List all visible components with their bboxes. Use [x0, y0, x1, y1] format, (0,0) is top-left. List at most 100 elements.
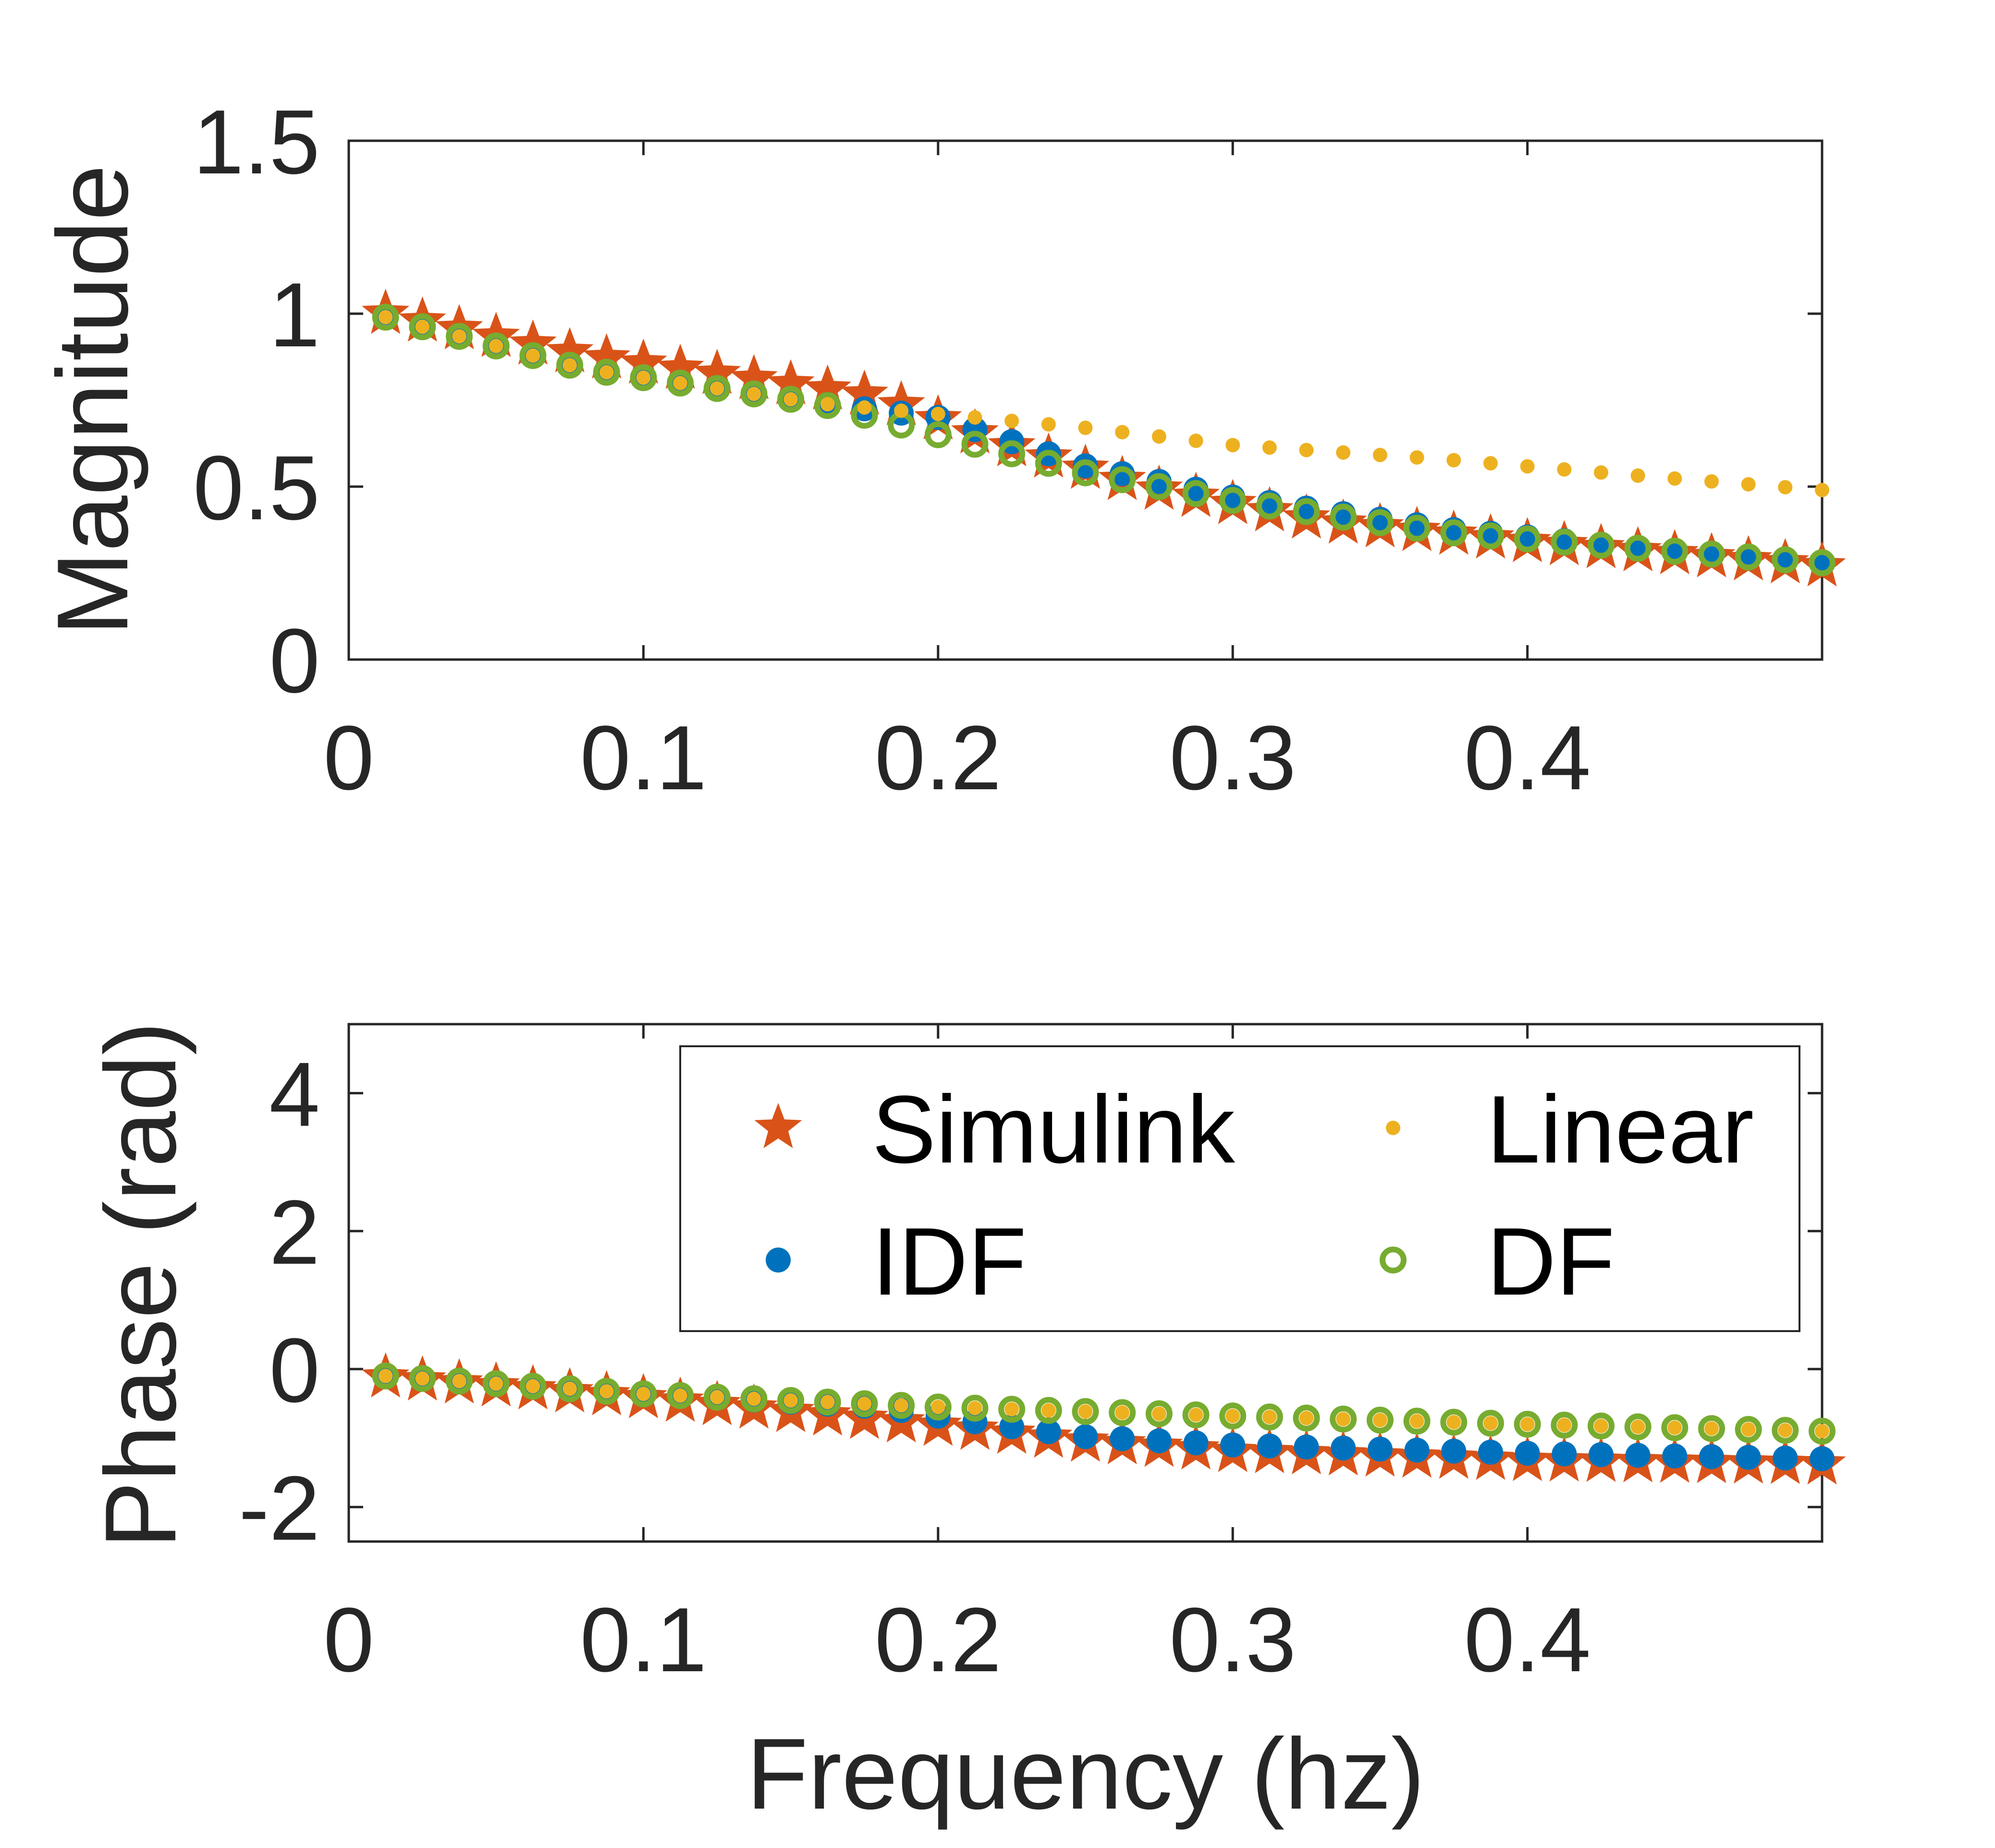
phase-idf-point: [1404, 1437, 1430, 1463]
magnitude-df-point: [1698, 540, 1725, 568]
legend-label-idf: IDF: [872, 1208, 1027, 1315]
phase-linear-point: [1815, 1424, 1829, 1439]
phase-df-point: [924, 1393, 952, 1420]
phase-linear-point: [673, 1388, 688, 1403]
phase-idf-point: [1110, 1426, 1135, 1452]
magnitude-linear-point: [526, 348, 540, 363]
phase-df-point: [740, 1385, 768, 1412]
phase-linear-point: [1299, 1410, 1314, 1425]
magnitude-linear-point: [489, 339, 503, 354]
magnitude-linear-point: [967, 410, 982, 425]
magnitude-linear-point: [1815, 483, 1829, 498]
phase-linear-point: [747, 1391, 761, 1406]
phase-idf-point: [1183, 1430, 1209, 1456]
magnitude-y-tick-label: 0.5: [193, 437, 320, 539]
legend: Simulink Linear IDF DF: [679, 1045, 1800, 1332]
magnitude-ticks: 0 0.1 0.2 0.3 0.4 0 0.5 1 1.5: [193, 91, 1822, 809]
magnitude-linear-point: [820, 397, 835, 412]
phase-x-tick-label: 0: [323, 1589, 374, 1691]
magnitude-linear-point: [1483, 456, 1498, 471]
magnitude-simulink-point: [619, 338, 667, 384]
phase-linear-point: [526, 1379, 540, 1394]
magnitude-df-point: [1551, 528, 1578, 556]
phase-linear-point: [1483, 1416, 1498, 1431]
magnitude-df-point: [482, 332, 510, 360]
magnitude-linear-point: [1262, 440, 1277, 455]
phase-df-point: [1624, 1413, 1652, 1441]
phase-df-point: [888, 1392, 915, 1419]
phase-df-point: [1330, 1406, 1357, 1433]
phase-idf-point: [1662, 1443, 1688, 1469]
phase-x-tick-label: 0.4: [1464, 1589, 1591, 1691]
magnitude-linear-point: [378, 310, 393, 325]
magnitude-df-point: [667, 369, 694, 397]
phase-linear-point: [1078, 1404, 1093, 1419]
magnitude-y-axis-label: Magnitude: [36, 165, 149, 636]
magnitude-series: [362, 289, 1846, 587]
phase-linear-point: [1041, 1403, 1056, 1418]
magnitude-df-point: [1809, 549, 1836, 576]
phase-linear-point: [1630, 1420, 1645, 1434]
magnitude-linear-point: [1225, 438, 1240, 453]
magnitude-linear-point: [452, 329, 467, 344]
phase-df-point: [1809, 1418, 1836, 1445]
phase-linear-point: [1520, 1417, 1535, 1432]
phase-x-tick-label: 0.1: [580, 1589, 707, 1691]
phase-x-tick-label: 0.2: [875, 1589, 1002, 1691]
phase-idf-point: [1810, 1446, 1835, 1471]
phase-idf-point: [1146, 1428, 1172, 1454]
magnitude-df-point: [409, 313, 436, 341]
phase-df-point: [630, 1380, 657, 1407]
magnitude-simulink-point: [841, 369, 888, 415]
magnitude-df-point: [1330, 503, 1357, 531]
magnitude-df-point: [1772, 546, 1799, 574]
magnitude-df-point: [1072, 459, 1099, 487]
magnitude-linear-point: [1336, 445, 1351, 460]
phase-series-linear: [378, 1369, 1829, 1439]
phase-linear-point: [710, 1390, 724, 1405]
phase-df-point: [593, 1378, 620, 1405]
phase-df-point: [961, 1395, 989, 1422]
phase-linear-point: [636, 1386, 651, 1401]
magnitude-df-point: [1256, 492, 1283, 520]
magnitude-simulink-point: [804, 364, 852, 410]
phase-series: [362, 1352, 1846, 1485]
magnitude-y-tick-label: 1: [269, 264, 320, 366]
magnitude-df-point: [630, 364, 657, 392]
magnitude-axes: 0 0.1 0.2 0.3 0.4 0 0.5 1 1.5 Magnitude: [36, 91, 1846, 809]
magnitude-linear-point: [783, 392, 798, 407]
phase-df-point: [1182, 1401, 1210, 1429]
magnitude-linear-point: [673, 376, 688, 391]
phase-idf-point: [1257, 1433, 1282, 1459]
phase-df-point: [1109, 1399, 1136, 1426]
magnitude-linear-point: [1115, 425, 1130, 440]
legend-marker-idf: [766, 1248, 791, 1273]
magnitude-df-point: [446, 323, 473, 350]
phase-linear-point: [378, 1369, 393, 1383]
phase-linear-point: [1557, 1418, 1572, 1432]
magnitude-linear-point: [747, 386, 761, 401]
legend-label-simulink: Simulink: [872, 1076, 1236, 1183]
phase-df-point: [1735, 1416, 1762, 1443]
phase-df-point: [998, 1395, 1026, 1423]
phase-y-axis-label: Phase (rad): [84, 1021, 197, 1548]
magnitude-linear-point: [1630, 468, 1645, 483]
phase-idf-point: [1036, 1419, 1061, 1444]
phase-x-axis-label: Frequency (hz): [747, 1717, 1425, 1830]
magnitude-linear-point: [857, 400, 872, 415]
phase-df-point: [1514, 1410, 1541, 1438]
legend-markers: [754, 1103, 1407, 1273]
magnitude-df-point: [372, 304, 399, 331]
phase-idf-point: [1773, 1445, 1798, 1471]
magnitude-idf-point: [1110, 461, 1135, 486]
phase-df-point: [851, 1390, 878, 1418]
phase-idf-point: [1478, 1440, 1503, 1465]
magnitude-x-tick-label: 0: [323, 707, 374, 809]
magnitude-linear-point: [1446, 453, 1461, 467]
phase-df-point: [814, 1388, 841, 1416]
magnitude-linear-point: [1667, 471, 1682, 486]
phase-idf-point: [1736, 1444, 1761, 1470]
phase-idf-point: [1699, 1444, 1724, 1469]
magnitude-y-tick-label: 1.5: [193, 91, 320, 193]
